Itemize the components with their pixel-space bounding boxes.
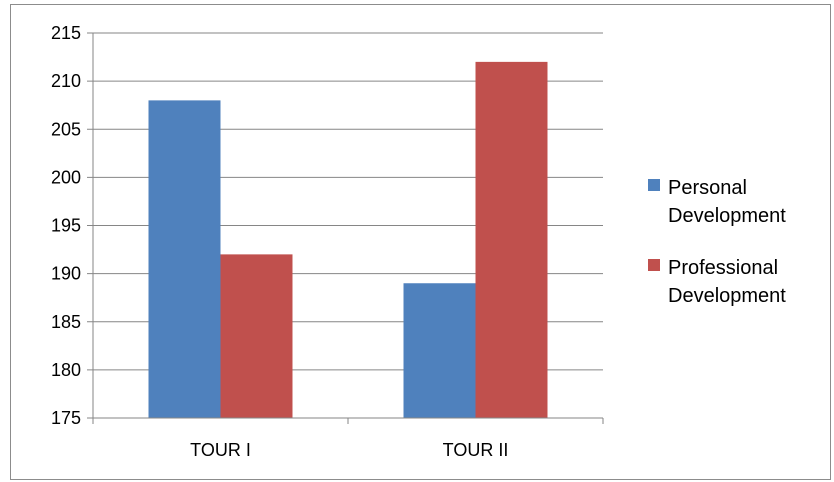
bar <box>148 100 221 418</box>
y-tick-label: 185 <box>51 312 81 332</box>
y-tick-label: 205 <box>51 119 81 139</box>
legend-swatch <box>648 259 660 271</box>
y-tick-label: 195 <box>51 216 81 236</box>
y-tick-label: 175 <box>51 408 81 428</box>
x-tick-label: TOUR II <box>443 440 509 460</box>
bar <box>475 61 548 418</box>
x-tick-label: TOUR I <box>190 440 251 460</box>
y-tick-label: 190 <box>51 264 81 284</box>
y-tick-label: 215 <box>51 23 81 43</box>
legend-label-line: Professional <box>668 257 778 279</box>
y-tick-labels: 175 180 185 190 195 200 205 210 215 <box>51 23 81 428</box>
y-tick-label: 200 <box>51 167 81 187</box>
legend-label-line: Development <box>668 205 786 227</box>
legend-label-line: Personal <box>668 177 747 199</box>
bar <box>220 254 293 418</box>
axes <box>87 32 604 424</box>
x-tick-labels: TOUR I TOUR II <box>190 440 508 460</box>
bars <box>148 61 548 418</box>
legend-label: Professional Development <box>668 257 786 307</box>
bar <box>403 283 476 418</box>
legend: Personal Development Professional Developme… <box>648 177 786 307</box>
legend-swatch <box>648 179 660 191</box>
legend-label: Personal Development <box>668 177 786 227</box>
y-tick-label: 210 <box>51 71 81 91</box>
legend-label-line: Development <box>668 285 786 307</box>
y-tick-label: 180 <box>51 360 81 380</box>
